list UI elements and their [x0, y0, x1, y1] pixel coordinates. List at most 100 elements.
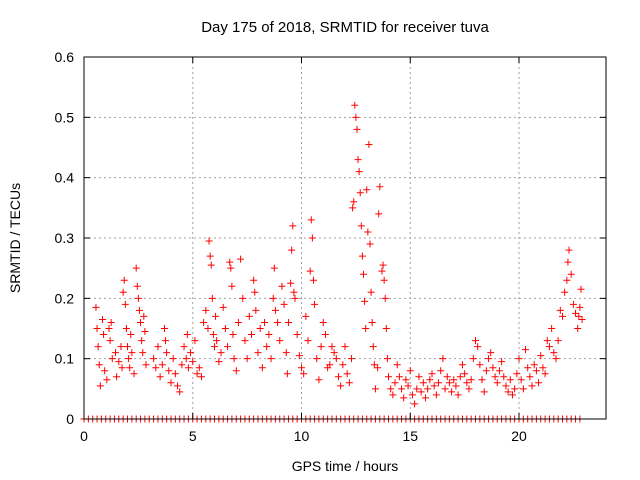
data-point	[365, 140, 373, 148]
data-point	[371, 385, 379, 393]
data-point	[419, 379, 427, 387]
data-point	[189, 358, 197, 366]
data-point	[383, 355, 391, 363]
data-point	[541, 370, 549, 378]
data-point	[250, 276, 258, 284]
data-point	[367, 288, 375, 296]
data-point	[120, 276, 128, 284]
data-point	[415, 373, 423, 381]
data-point	[567, 270, 575, 278]
data-point	[576, 303, 584, 311]
y-tick-label: 0.4	[55, 170, 75, 186]
data-point	[500, 373, 508, 381]
data-point	[229, 331, 237, 339]
data-point	[298, 364, 305, 372]
data-point	[511, 385, 519, 393]
data-point	[572, 309, 580, 317]
data-point	[101, 367, 109, 375]
data-point	[191, 337, 199, 345]
data-point	[537, 352, 545, 360]
data-point	[450, 376, 458, 384]
data-point	[270, 264, 278, 272]
data-point	[107, 318, 115, 326]
data-point	[152, 364, 160, 372]
data-point	[307, 216, 315, 224]
data-point	[127, 331, 135, 339]
data-point	[184, 364, 192, 372]
data-point	[132, 264, 140, 272]
data-point	[532, 367, 540, 375]
data-point	[315, 376, 323, 384]
data-point	[489, 364, 497, 372]
data-point	[458, 361, 466, 369]
data-point	[564, 258, 572, 266]
data-point	[345, 379, 353, 387]
y-tick-label: 0.1	[55, 351, 75, 367]
data-point	[355, 168, 363, 176]
data-point	[276, 337, 284, 345]
data-point	[95, 361, 103, 369]
data-point	[402, 376, 410, 384]
data-point	[180, 343, 188, 351]
data-point	[174, 382, 182, 390]
data-point	[487, 349, 495, 357]
data-point	[354, 156, 362, 164]
data-point	[313, 355, 321, 363]
data-point	[304, 337, 312, 345]
data-point	[430, 382, 438, 390]
x-tick-label: 0	[80, 428, 88, 444]
data-point	[125, 355, 133, 363]
data-point	[502, 382, 510, 390]
data-point	[380, 276, 388, 284]
data-point	[227, 264, 235, 272]
data-point	[369, 343, 377, 351]
data-point	[126, 364, 134, 372]
data-point	[445, 379, 453, 387]
data-point	[437, 367, 445, 375]
data-point	[376, 183, 384, 191]
data-point	[366, 240, 374, 248]
data-point	[472, 337, 479, 345]
data-point	[574, 325, 582, 332]
data-point	[321, 331, 329, 339]
data-point	[135, 306, 143, 314]
data-point	[178, 361, 186, 369]
data-point	[254, 349, 262, 357]
data-point	[187, 349, 195, 357]
data-point	[105, 325, 113, 332]
data-point	[200, 318, 208, 326]
data-point	[368, 318, 376, 326]
data-point	[252, 306, 260, 314]
data-point	[350, 198, 358, 206]
data-point	[389, 391, 397, 399]
data-point	[96, 382, 104, 390]
data-point	[379, 261, 387, 269]
data-point	[224, 343, 232, 351]
data-point	[182, 355, 190, 363]
data-point	[237, 255, 245, 263]
data-point	[543, 337, 551, 345]
data-point	[495, 367, 503, 375]
data-point	[478, 376, 486, 384]
data-point	[287, 279, 295, 287]
data-point	[456, 373, 464, 381]
data-point	[465, 385, 473, 393]
data-point	[165, 367, 173, 375]
data-point	[133, 282, 141, 290]
data-point	[258, 364, 266, 372]
x-tick-label: 10	[294, 428, 310, 444]
data-point	[204, 325, 212, 332]
x-tick-label: 20	[511, 428, 527, 444]
data-point	[130, 370, 138, 378]
data-point	[559, 312, 566, 320]
data-point	[245, 312, 253, 320]
data-point	[417, 388, 425, 396]
data-point	[491, 373, 499, 381]
data-point	[293, 331, 301, 339]
data-point	[406, 367, 414, 375]
data-point	[411, 400, 419, 408]
data-point	[480, 388, 488, 396]
data-point	[208, 294, 216, 302]
grid-lines	[84, 57, 606, 419]
data-point	[251, 288, 259, 296]
